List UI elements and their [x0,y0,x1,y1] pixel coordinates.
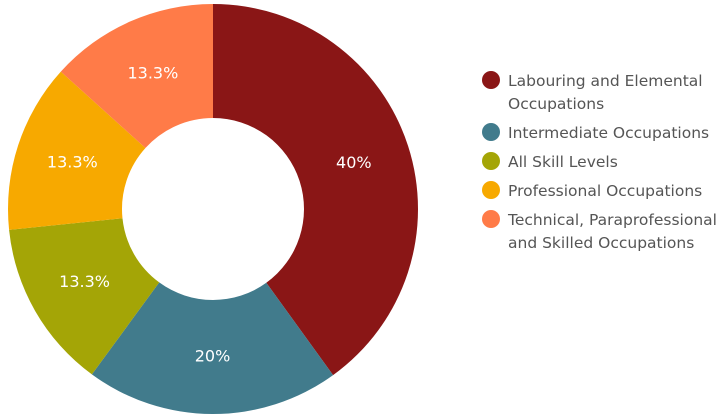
donut-chart: 40% 20% 13.3% 13.3% 13.3% [8,4,418,415]
legend-item: Professional Occupations [482,180,726,203]
legend-item: All Skill Levels [482,151,726,174]
legend-swatch [482,152,500,170]
legend-item: Technical, Paraprofessional and Skilled … [482,209,726,255]
slice [91,282,334,415]
legend-label: Professional Occupations [508,182,703,200]
legend-label: Technical, Paraprofessional and Skilled … [508,211,717,252]
legend-label: Labouring and Elemental Occupations [508,72,703,113]
data-label: 13.3% [47,152,98,171]
legend-swatch [482,210,500,228]
slice [60,4,214,149]
legend-swatch [482,123,500,141]
data-label: 13.3% [59,272,110,291]
legend: Labouring and Elemental Occupations Inter… [482,70,726,261]
slice [213,4,418,376]
legend-item: Labouring and Elemental Occupations [482,70,726,116]
data-label: 40% [336,153,372,172]
slice [8,71,146,230]
legend-label: All Skill Levels [508,153,618,171]
legend-swatch [482,181,500,199]
legend-label: Intermediate Occupations [508,124,710,142]
slice [9,218,160,375]
legend-item: Intermediate Occupations [482,122,726,145]
data-label: 13.3% [127,63,178,82]
legend-swatch [482,71,500,89]
data-label: 20% [195,346,231,365]
